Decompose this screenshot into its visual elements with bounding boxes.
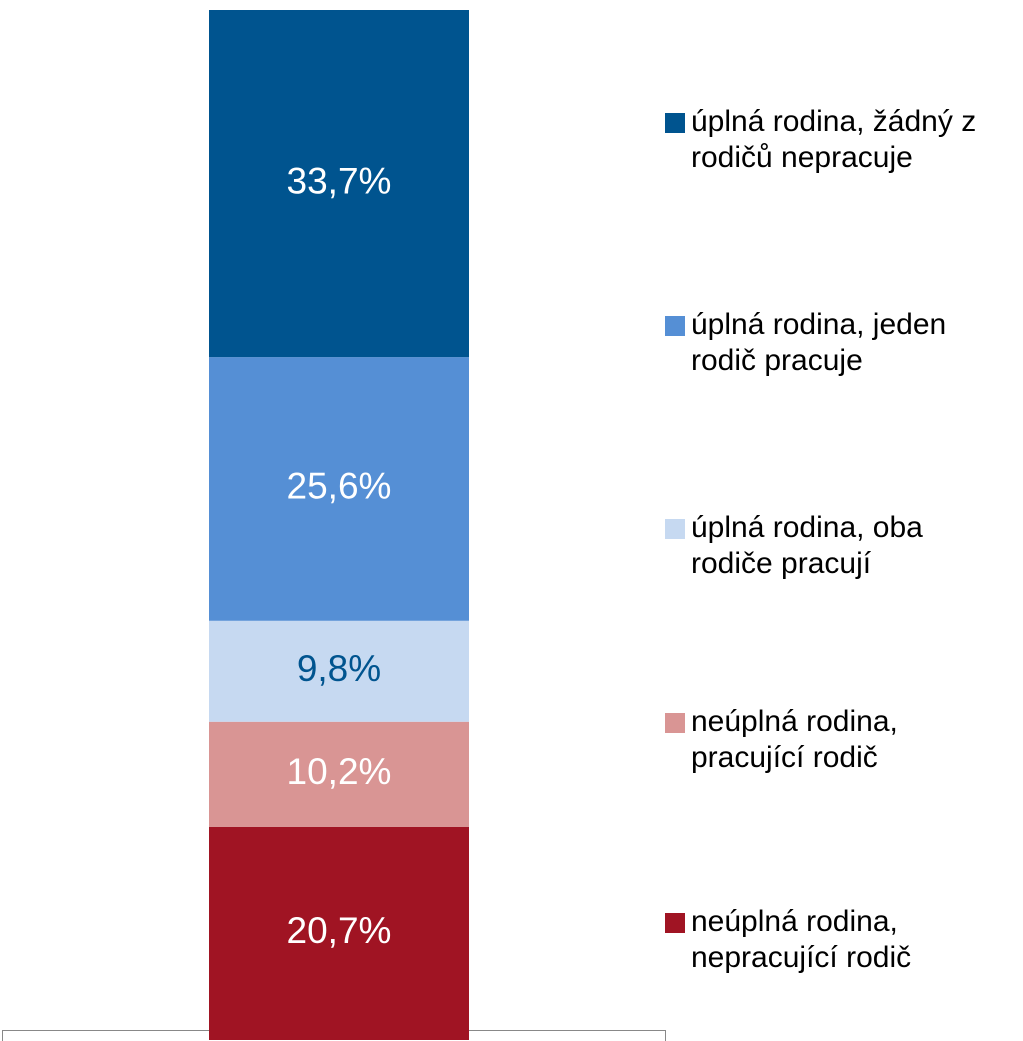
value-label: 20,7% [287,910,392,951]
legend-label: úplná rodina, jeden rodič pracuje [691,308,947,377]
legend-item: neúplná rodina, pracující rodič [665,704,1023,776]
value-label: 10,2% [287,751,392,792]
bar-segment [209,357,469,621]
legend-label: neúplná rodina, pracující rodič [691,705,898,774]
legend-item: úplná rodina, oba rodiče pracují [665,510,1023,582]
legend-swatch [665,713,685,733]
bar-segment [209,721,469,827]
legend-label: neúplná rodina, nepracující rodič [691,905,912,974]
value-label: 33,7% [287,160,392,201]
legend-label: úplná rodina, žádný z rodičů nepracuje [691,105,977,174]
legend-swatch [665,913,685,933]
value-label: 9,8% [297,648,381,689]
legend-item: úplná rodina, jeden rodič pracuje [665,307,1023,379]
bar-segment [209,620,469,722]
bar-segment [209,826,469,1040]
legend-label: úplná rodina, oba rodiče pracují [691,511,923,580]
legend-swatch [665,316,685,336]
bar-segment [209,10,469,358]
value-label: 25,6% [287,466,392,507]
legend-item: úplná rodina, žádný z rodičů nepracuje [665,104,1023,176]
legend-item: neúplná rodina, nepracující rodič [665,904,1023,976]
legend-swatch [665,113,685,133]
legend-swatch [665,519,685,539]
